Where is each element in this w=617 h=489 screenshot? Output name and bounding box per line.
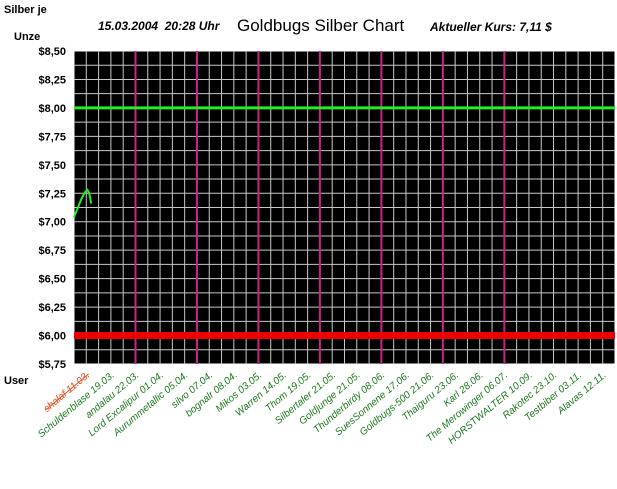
y-tick-label: $6,75 <box>38 245 66 257</box>
series-line <box>73 188 93 218</box>
y-tick-label: $7,00 <box>38 217 66 229</box>
x-tick-labels: shalaf 11.03.Schuldenblase 19.03.andalau… <box>36 370 609 447</box>
y-tick-label: $6,50 <box>38 274 66 286</box>
chart-datetime: 15.03.2004 20:28 Uhr <box>98 19 221 33</box>
y-tick-label: $8,25 <box>38 74 66 86</box>
y-tick-labels: $8,50 $8,25 $8,00 $7,75 $7,50 $7,25 $7,00 $6,75… <box>38 46 66 371</box>
magenta-dividers <box>134 51 506 364</box>
y-tick-label: $6,00 <box>38 331 66 343</box>
current-price: Aktueller Kurs: 7,11 $ <box>429 20 552 34</box>
y-tick-label: $7,25 <box>38 188 66 200</box>
series-lines <box>73 188 93 218</box>
y-tick-label: $8,50 <box>38 46 66 58</box>
chart-title: Goldbugs Silber Chart <box>237 16 405 35</box>
y-tick-label: $5,75 <box>38 359 66 371</box>
y-tick-label: $7,75 <box>38 131 66 143</box>
y-tick-label: $6,25 <box>38 302 66 314</box>
reference-lines <box>74 106 615 340</box>
y-axis-label-line2: Unze <box>14 31 40 43</box>
y-tick-label: $8,00 <box>38 103 66 115</box>
plot-area <box>73 50 616 365</box>
y-tick-label: $7,50 <box>38 160 66 172</box>
y-axis-label-line1: Silber je <box>4 4 47 16</box>
x-axis-label: User <box>4 375 29 387</box>
